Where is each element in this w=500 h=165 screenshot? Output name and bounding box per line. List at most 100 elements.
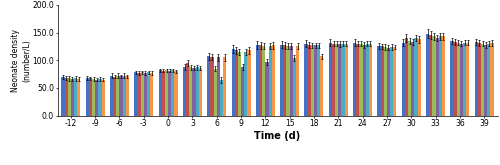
Bar (77, 79, 80, 116)
Bar (113, 77, 116, 115)
Bar (426, 34, 429, 116)
Bar (286, 46, 290, 116)
Bar (432, 36, 436, 116)
Bar (162, 71, 165, 116)
Bar (190, 67, 192, 116)
Bar (466, 43, 469, 116)
Bar (454, 42, 456, 116)
Bar (320, 56, 324, 116)
Bar (418, 39, 420, 115)
Bar (134, 72, 138, 116)
Bar (259, 45, 262, 116)
Bar (342, 44, 344, 116)
Bar (311, 45, 314, 116)
Bar (268, 46, 272, 116)
Bar (165, 70, 168, 116)
Bar (362, 45, 366, 116)
Bar (450, 41, 454, 116)
Bar (390, 47, 393, 116)
Bar (216, 57, 220, 116)
Bar (272, 45, 275, 116)
Bar (214, 68, 216, 116)
Bar (360, 44, 362, 116)
Bar (378, 46, 380, 116)
Bar (223, 57, 226, 116)
Bar (98, 79, 102, 116)
Bar (68, 79, 71, 115)
Bar (335, 44, 338, 116)
Bar (95, 80, 98, 116)
Bar (234, 50, 238, 116)
Bar (338, 44, 342, 116)
Bar (411, 42, 414, 116)
Bar (393, 47, 396, 116)
Bar (102, 80, 104, 116)
Bar (62, 77, 64, 115)
Bar (463, 43, 466, 116)
Bar (290, 46, 293, 116)
Bar (408, 41, 411, 116)
Bar (366, 44, 369, 116)
Bar (344, 44, 348, 116)
Bar (488, 44, 490, 116)
Bar (356, 44, 360, 116)
Bar (460, 44, 463, 116)
Bar (402, 43, 405, 116)
Bar (405, 38, 408, 116)
Bar (140, 72, 144, 116)
X-axis label: Time (d): Time (d) (254, 131, 300, 141)
Bar (144, 73, 147, 116)
Bar (266, 62, 268, 116)
Bar (262, 46, 266, 116)
Bar (86, 78, 89, 116)
Bar (429, 35, 432, 116)
Bar (120, 76, 122, 116)
Bar (314, 45, 317, 116)
Bar (353, 43, 356, 116)
Y-axis label: Neonate density
(number/L): Neonate density (number/L) (12, 29, 31, 92)
Bar (207, 56, 210, 116)
Bar (147, 72, 150, 116)
Bar (329, 43, 332, 116)
Bar (308, 45, 311, 116)
Bar (71, 79, 74, 116)
Bar (126, 76, 129, 116)
Bar (442, 36, 445, 116)
Bar (64, 78, 68, 116)
Bar (304, 44, 308, 116)
Bar (478, 43, 481, 116)
Bar (481, 44, 484, 116)
Bar (172, 70, 174, 116)
Bar (244, 52, 248, 116)
Bar (284, 45, 286, 116)
Bar (332, 44, 335, 116)
Bar (293, 58, 296, 116)
Bar (296, 46, 299, 116)
Bar (436, 38, 438, 116)
Bar (198, 68, 202, 115)
Bar (248, 50, 250, 116)
Bar (196, 67, 198, 116)
Bar (210, 57, 214, 116)
Bar (484, 45, 488, 116)
Bar (74, 79, 77, 115)
Bar (158, 70, 162, 116)
Bar (232, 49, 234, 116)
Bar (192, 68, 196, 115)
Bar (220, 80, 223, 116)
Bar (414, 38, 418, 116)
Bar (186, 63, 190, 116)
Bar (116, 76, 119, 115)
Bar (168, 71, 172, 116)
Bar (387, 48, 390, 115)
Bar (238, 52, 241, 116)
Bar (241, 67, 244, 116)
Bar (438, 36, 442, 116)
Bar (138, 73, 140, 116)
Bar (474, 42, 478, 116)
Bar (369, 44, 372, 116)
Bar (122, 76, 126, 115)
Bar (280, 45, 283, 116)
Bar (256, 45, 259, 116)
Bar (317, 45, 320, 116)
